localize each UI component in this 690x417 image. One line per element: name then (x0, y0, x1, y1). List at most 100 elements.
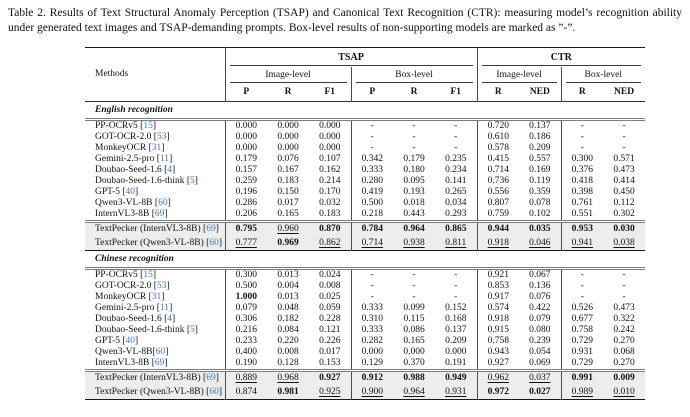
citation-link[interactable]: 60 (155, 347, 166, 357)
metric-value: 0.551 (571, 209, 593, 219)
citation-link[interactable]: 53 (156, 281, 167, 291)
metric-value: 0.333 (361, 325, 383, 335)
metric-value: - (622, 281, 626, 291)
metric-value: 0.450 (613, 187, 635, 197)
metric-value: 0.017 (277, 198, 299, 208)
table-row: Doubao-Seed-1.6 [4] 0.157 0.167 0.162 0.333 0… (85, 165, 645, 176)
metric-value: - (370, 132, 374, 142)
metric-value: 0.242 (613, 325, 635, 335)
citation-link[interactable]: 60 (158, 198, 168, 208)
col-header-f1-2: F1 (324, 87, 336, 97)
metric-value: 0.216 (235, 325, 257, 335)
metric-value: - (622, 121, 626, 131)
metric-value: 0.758 (487, 336, 509, 346)
table-container: Methods TSAP CTR Image-level Box-level I… (85, 47, 690, 400)
caption-label: Table 2. (8, 7, 46, 19)
citation-link[interactable]: 69 (154, 358, 165, 368)
metric-value: 0.086 (403, 325, 425, 335)
metric-value: 0.610 (487, 132, 509, 142)
metric-value: 0.720 (487, 121, 509, 131)
metric-value: 0.000 (319, 121, 341, 131)
citation-link[interactable]: 31 (151, 143, 162, 153)
col-header-p-3: P (350, 84, 393, 102)
method-name: TextPecker (InternVL3-8B) [69] (85, 369, 225, 386)
metric-value: 0.059 (319, 303, 341, 313)
metric-value: - (454, 143, 458, 153)
col-header-r-1: R (284, 87, 292, 97)
method-name: GOT-OCR-2.0 [53] (95, 132, 170, 142)
table-row: Doubao-Seed-1.6 [4] 0.306 0.182 0.228 0.310 0… (85, 314, 645, 325)
metric-value: 0.165 (403, 336, 425, 346)
metric-value: 0.981 (277, 386, 299, 397)
citation-link[interactable]: 69 (206, 224, 216, 235)
metric-value: 0.000 (319, 132, 341, 142)
metric-value: 0.302 (613, 209, 635, 219)
col-header-r-8: R (560, 84, 604, 102)
method-name: MonkeyOCR [31] (95, 143, 165, 153)
metric-value: 0.422 (529, 303, 551, 313)
citation-link[interactable]: 40 (125, 187, 136, 197)
metric-value: 0.186 (529, 132, 551, 142)
col-header-ned-7: NED (529, 87, 550, 97)
metric-value: 0.162 (319, 165, 341, 175)
col-subgroup-tsap-box-level: Box-level (350, 67, 478, 84)
citation-link[interactable]: 69 (206, 373, 216, 384)
citation-link[interactable]: 5 (189, 325, 195, 335)
metric-value: 0.758 (571, 325, 593, 335)
citation-link[interactable]: 15 (143, 270, 153, 280)
metric-value: 0.571 (613, 154, 635, 164)
metric-value: 0.218 (361, 209, 383, 219)
metric-value: 0.068 (613, 347, 635, 357)
metric-value: 0.099 (403, 303, 425, 313)
metric-value: 0.300 (235, 270, 257, 280)
metric-value: 0.964 (403, 386, 425, 397)
citation-link[interactable]: 11 (159, 303, 170, 313)
metric-value: - (370, 143, 374, 153)
metric-value: 0.927 (319, 373, 341, 383)
citation-link[interactable]: 15 (143, 121, 153, 131)
metric-value: 0.927 (487, 358, 509, 368)
citation-link[interactable]: 4 (167, 314, 173, 324)
metric-value: - (580, 132, 584, 142)
col-group-ctr: CTR (476, 47, 646, 67)
metric-value: 0.418 (571, 176, 593, 186)
metric-value: - (622, 292, 626, 302)
metric-value: 0.964 (403, 224, 425, 234)
citation-link[interactable]: 5 (189, 176, 195, 186)
col-subgroup-tsap-image-level: Image-level (224, 67, 351, 84)
metric-value: 0.206 (235, 209, 257, 219)
metric-value: 0.196 (235, 187, 257, 197)
metric-value: 0.054 (529, 347, 551, 357)
citation-link[interactable]: 60 (209, 237, 219, 248)
metric-value: 0.179 (235, 154, 257, 164)
header-metric-row: P R F1 P R F1 R NED R NED (85, 84, 645, 102)
metric-value: 0.736 (487, 176, 509, 186)
metric-value: 0.988 (403, 373, 425, 383)
header-subgroup-row: Image-level Box-level Image-level Box-le… (85, 67, 646, 84)
metric-value: 0.000 (361, 347, 383, 357)
method-name: Doubao-Seed-1.6 [4] (95, 165, 176, 175)
metric-value: 0.128 (277, 358, 299, 368)
metric-value: 0.228 (319, 314, 341, 324)
metric-value: 0.398 (571, 187, 593, 197)
method-name: PP-OCRv5 [15] (95, 121, 156, 131)
citation-link[interactable]: 53 (156, 132, 167, 142)
metric-value: - (622, 270, 626, 280)
citation-link[interactable]: 4 (167, 165, 173, 175)
metric-value: 0.270 (613, 358, 635, 368)
metric-value: 0.000 (277, 132, 299, 142)
metric-value: 0.960 (277, 224, 299, 234)
metric-value: 1.000 (235, 292, 257, 302)
citation-link[interactable]: 11 (159, 154, 170, 164)
citation-link[interactable]: 60 (209, 386, 219, 397)
metric-value: - (412, 281, 416, 291)
citation-link[interactable]: 31 (151, 292, 162, 302)
metric-value: 0.286 (235, 198, 257, 208)
metric-value: 0.010 (613, 386, 635, 397)
table-row: Qwen3-VL-8B[60] 0.400 0.008 0.017 0.000 0.000… (85, 347, 645, 358)
citation-link[interactable]: 69 (154, 209, 165, 219)
citation-link[interactable]: 40 (125, 336, 136, 346)
metric-value: 0.969 (277, 237, 299, 248)
table-row: InternVL3-8B [69] 0.206 0.165 0.183 0.218 0.4… (85, 209, 645, 222)
col-header-p-0: P (224, 84, 267, 102)
